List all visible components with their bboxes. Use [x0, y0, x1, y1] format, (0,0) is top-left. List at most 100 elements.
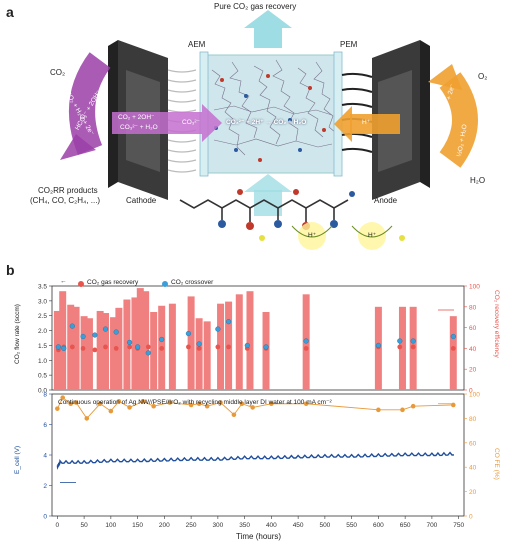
xtick-label: 700	[426, 522, 437, 529]
xtick-label: 150	[132, 522, 143, 529]
crossover-point	[102, 326, 109, 332]
pem-membrane	[333, 51, 343, 177]
top-y2tick-label: 60	[469, 325, 477, 332]
legend-crossover-label: CO₂ crossover	[171, 279, 214, 286]
co-fe-point	[188, 402, 194, 408]
crossover-point	[397, 338, 403, 344]
crossover-point	[159, 336, 165, 343]
crossover-point	[215, 326, 221, 332]
co-fe-point	[151, 403, 156, 409]
pem-label: PEM	[340, 40, 358, 49]
top-y2tick-label: 80	[469, 304, 477, 311]
recovery-efficiency-bar	[168, 303, 176, 390]
recovery-point	[450, 346, 456, 351]
co-fe-point	[303, 401, 309, 407]
top-ytick-label: 1.5	[38, 343, 47, 350]
crossover-point	[92, 332, 98, 338]
proton-glow-2	[358, 222, 386, 250]
crossover-point	[135, 344, 141, 350]
proton-glow-label-1: H⁺	[308, 232, 317, 239]
recovery-efficiency-bar	[187, 296, 195, 390]
top-ytick-label: 3.5	[38, 284, 47, 291]
products-arrowhead	[60, 134, 96, 160]
co-fe-point	[97, 401, 103, 407]
crossover-point	[55, 344, 62, 350]
panel-a-illustration	[60, 10, 478, 250]
recovery-point	[127, 344, 132, 350]
crossover-point	[126, 339, 133, 346]
recovery-efficiency-bar	[110, 317, 118, 390]
recovery-efficiency-bar	[262, 312, 270, 390]
xtick-label: 550	[346, 522, 357, 529]
recovery-efficiency-bar	[131, 297, 139, 390]
co-fe-point	[204, 403, 210, 409]
top-ytick-label: 2.0	[38, 328, 47, 335]
aem-reaction-line2: CO₃²⁻ + H₂O	[120, 124, 158, 131]
recovery-efficiency-bar	[449, 316, 457, 390]
recovery-point	[159, 346, 165, 351]
legend-arrow-left: ←	[60, 278, 67, 285]
recovery-efficiency-bar	[115, 307, 123, 390]
legend-crossover-marker	[162, 281, 168, 287]
bottom-y2-axis-label: CO FE (%)	[493, 448, 500, 480]
crossover-point	[113, 329, 119, 335]
bottom-ytick-label: 0	[43, 514, 47, 521]
o2-output-label: O₂	[478, 72, 488, 81]
bottom-y-axis-label: E_cell (V)	[14, 445, 21, 474]
xtick-label: 250	[186, 522, 197, 529]
co-fe-point	[269, 401, 274, 407]
top-ytick-label: 0.5	[38, 373, 47, 380]
bottom-ytick-label: 8	[43, 392, 47, 399]
co-fe-point	[239, 401, 245, 407]
ecell-line	[56, 451, 455, 470]
crossover-point	[263, 344, 269, 350]
bottom-ytick-label: 4	[43, 453, 47, 460]
xtick-label: 500	[319, 522, 330, 529]
co-fe-point	[116, 399, 122, 404]
bottom-y2tick-label: 40	[469, 465, 477, 472]
xtick-label: 450	[293, 522, 304, 529]
co-fe-point	[231, 412, 237, 418]
operation-caption: Continuous operation of Ag NW//PSE//IrO₂…	[58, 399, 332, 406]
recovery-efficiency-bar	[96, 310, 104, 390]
recovery-efficiency-bar	[217, 303, 225, 390]
co-fe-point	[250, 405, 255, 410]
recovery-efficiency-bar	[142, 291, 150, 390]
carbonate-label: CO₃²⁻	[182, 119, 200, 126]
recovery-point	[69, 344, 75, 350]
top-ytick-label: 1.0	[38, 358, 47, 365]
crossover-point	[375, 342, 381, 349]
xtick-label: 350	[239, 522, 250, 529]
top-plot-frame	[51, 285, 465, 391]
crossover-point	[80, 333, 86, 340]
co2-input-arrow	[69, 52, 111, 155]
recovery-efficiency-bar	[398, 306, 406, 390]
xtick-label: 0	[56, 522, 60, 529]
xtick-label: 650	[400, 522, 411, 529]
bottom-y2tick-label: 100	[469, 392, 480, 399]
proton-glow-label-2: H⁺	[368, 232, 377, 239]
h2o-input-label: H₂O	[470, 176, 486, 185]
recovery-efficiency-bar	[102, 313, 110, 390]
anode-label: Anode	[374, 196, 398, 205]
xtick-label: 400	[266, 522, 277, 529]
xtick-label: 600	[373, 522, 384, 529]
legend-recovery-label: CO₂ gas recovery	[87, 279, 139, 286]
recovery-point	[92, 347, 98, 353]
pure-co2-recovery-label: Pure CO₂ gas recovery	[214, 2, 297, 11]
x-axis-label: Time (hours)	[236, 532, 282, 541]
co-fe-point	[140, 399, 146, 404]
co-fe-point	[376, 407, 381, 413]
top-y2-axis-label: CO₂ recovery efficiency	[493, 290, 500, 358]
bottom-ytick-label: 2	[43, 483, 47, 490]
proton-label: H⁺	[362, 119, 371, 126]
aem-reaction-line1: CO₂ + 2OH⁻	[118, 114, 155, 121]
recovery-point	[145, 344, 151, 350]
top-y-axis-label: CO₂ flow rate (sccm)	[14, 304, 21, 364]
products-list-label: (CH₄, CO, C₂H₄, ...)	[30, 196, 101, 205]
aem-label: AEM	[188, 40, 206, 49]
panel-a-letter: a	[6, 4, 14, 20]
xtick-label: 200	[159, 522, 170, 529]
top-ytick-label: 2.5	[38, 313, 47, 320]
